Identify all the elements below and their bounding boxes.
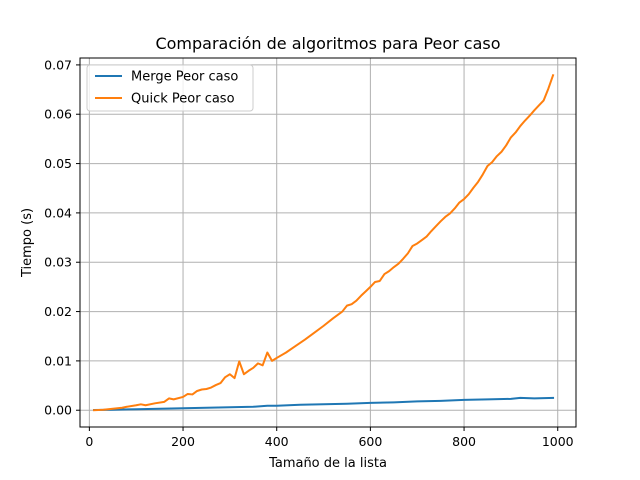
y-tick-label: 0.04 xyxy=(44,205,72,220)
x-tick-label: 0 xyxy=(85,434,93,449)
series-line-merge xyxy=(93,396,555,411)
y-tick-label: 0.00 xyxy=(44,403,72,418)
axis-ticks: 0 200 400 600 800 1000 0.00 0.01 0.02 0.03 0.04 0.0… xyxy=(44,57,574,449)
chart-title: Comparación de algoritmos para Peor caso xyxy=(155,34,500,53)
grid-lines xyxy=(80,58,576,427)
series-line-quick xyxy=(92,73,555,412)
x-tick-label: 400 xyxy=(265,434,289,449)
y-tick-label: 0.03 xyxy=(44,255,72,270)
y-tick-label: 0.06 xyxy=(44,107,72,122)
y-axis-label: Tiempo (s) xyxy=(20,208,35,278)
axes-frame xyxy=(79,57,577,428)
y-tick-label: 0.05 xyxy=(44,156,72,171)
legend-label-merge: Merge Peor caso xyxy=(131,70,238,85)
x-axis-label: Tamaño de la lista xyxy=(268,456,387,471)
y-tick-label: 0.01 xyxy=(44,353,72,368)
plot-area xyxy=(80,58,576,427)
y-tick-label: 0.07 xyxy=(44,57,72,72)
x-tick-label: 1000 xyxy=(542,434,574,449)
y-tick-label: 0.02 xyxy=(44,304,72,319)
x-tick-label: 600 xyxy=(358,434,382,449)
series-layer xyxy=(92,73,555,412)
x-tick-label: 800 xyxy=(452,434,476,449)
legend: Merge Peor caso Quick Peor caso xyxy=(86,64,254,112)
legend-label-quick: Quick Peor caso xyxy=(131,92,235,107)
legend-box xyxy=(86,64,254,112)
x-tick-label: 200 xyxy=(171,434,195,449)
